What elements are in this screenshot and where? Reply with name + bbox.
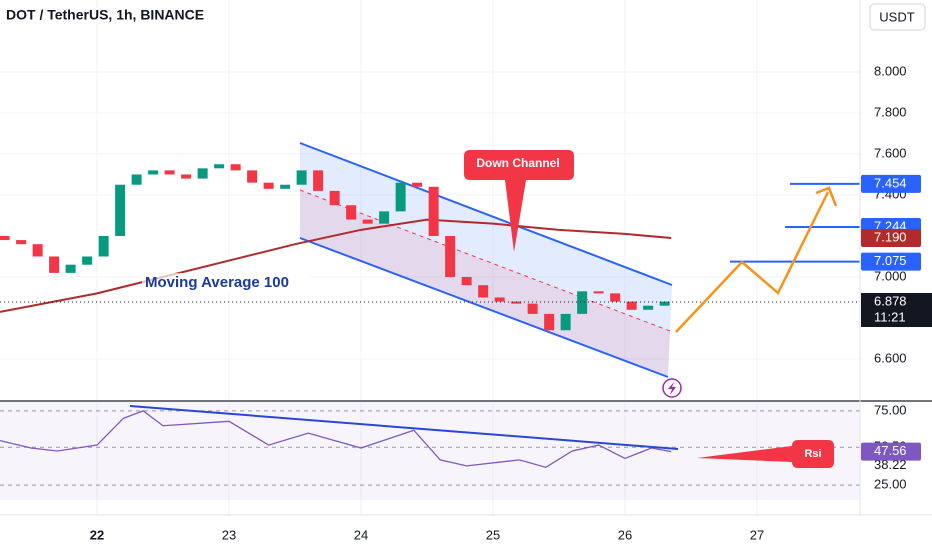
candle-body: [511, 301, 522, 304]
x-tick-label: 25: [486, 527, 500, 542]
x-tick-label: 26: [618, 527, 632, 542]
candle-body: [494, 297, 505, 302]
candle-body: [32, 244, 43, 257]
marks: [0, 164, 860, 331]
candle-body: [544, 313, 555, 331]
candle-body: [296, 170, 307, 185]
candle-body: [98, 235, 109, 257]
candle-body: [313, 170, 324, 191]
candle-body: [610, 293, 621, 302]
candle-body: [445, 235, 456, 277]
price-tag-text: 7.190: [874, 229, 907, 244]
y-tick-label: 7.600: [874, 145, 907, 160]
rsi-band: [0, 402, 860, 500]
channel-middle: [299, 189, 671, 332]
currency-button[interactable]: [869, 3, 926, 31]
candle-body: [395, 182, 406, 212]
y-tick-label: 8.000: [874, 63, 907, 78]
channel-upper: [299, 142, 673, 286]
candle-body: [197, 168, 208, 179]
candle-body: [115, 184, 126, 236]
rsi-panel: [0, 410, 860, 486]
candle-body: [214, 164, 225, 169]
y-tick-label: 38.22: [874, 457, 907, 472]
x-tick-label: 22: [90, 527, 104, 542]
candle-body: [65, 264, 76, 273]
candle-body: [379, 211, 390, 224]
projection-path: [675, 191, 830, 333]
channel-fill: [300, 143, 672, 377]
price-tag: [861, 174, 921, 193]
candle-body: [49, 256, 60, 273]
candle-body: [181, 174, 192, 179]
x-tick-label: 23: [222, 527, 236, 542]
y-tick-label: 7.000: [874, 268, 907, 283]
candle-body: [82, 256, 93, 265]
annotation: Down Channel: [476, 156, 559, 170]
candle-body: [0, 235, 10, 241]
currency[interactable]: USDT: [879, 9, 914, 24]
candle-body: [362, 219, 373, 224]
price-tag: [861, 292, 932, 327]
chart-title: DOT / TetherUS, 1h, BINANCE: [6, 7, 204, 23]
y-tick-label: 6.600: [874, 350, 907, 365]
candle-body: [527, 303, 538, 314]
rsi-trendline: [129, 405, 679, 450]
channel-lower: [299, 237, 669, 378]
rsi-tag-text: 47.56: [874, 443, 907, 458]
ma-label: Moving Average 100: [145, 274, 289, 291]
price-tag-text: 7.454: [874, 175, 907, 190]
price-tag-text: 6.878: [874, 293, 907, 308]
candle-body: [428, 186, 439, 236]
candle-body: [329, 190, 340, 206]
alert-bolt: [668, 382, 676, 395]
candle-body: [461, 276, 472, 286]
candle-body: [280, 184, 291, 189]
rsi-line: [0, 410, 672, 469]
y-tick-label: 25.00: [874, 477, 907, 492]
candle-body: [148, 170, 159, 175]
rsi-callout: [697, 440, 834, 468]
annotation: Rsi: [804, 448, 821, 460]
y-tick-label: 7.800: [874, 104, 907, 119]
axes: 22 23 24 25 26 276.6007.0007.4007.6007.8008.0…: [90, 63, 932, 542]
label-bg: [142, 273, 310, 293]
countdown-text: 11:21: [874, 309, 906, 324]
price-tag: [861, 252, 921, 271]
candle-body: [560, 313, 571, 331]
candle-body: [247, 170, 258, 183]
candle-body: [346, 205, 357, 220]
candle-body: [412, 182, 423, 187]
x-tick-label: 24: [354, 527, 368, 542]
candle-body: [131, 174, 142, 185]
candle-body: [263, 182, 274, 189]
price-tag: [861, 229, 921, 248]
candle-body: [643, 305, 654, 310]
moving-average: [0, 218, 672, 313]
projection-arrowhead: [815, 186, 838, 207]
x-tick-label: 27: [750, 527, 764, 542]
channel-lower-fill: [300, 190, 670, 377]
candle-body: [659, 301, 670, 306]
rsi-tag: [861, 442, 921, 461]
candle-body: [593, 291, 604, 294]
candle-body: [626, 301, 637, 310]
price-tag-text: 7.075: [874, 253, 907, 268]
callout: [464, 150, 574, 252]
candle-body: [577, 291, 588, 314]
y-tick-label: 75.00: [874, 402, 907, 417]
candle-body: [16, 240, 27, 245]
candle-body: [230, 164, 241, 171]
candle-body: [164, 170, 175, 175]
candle-body: [478, 285, 489, 298]
